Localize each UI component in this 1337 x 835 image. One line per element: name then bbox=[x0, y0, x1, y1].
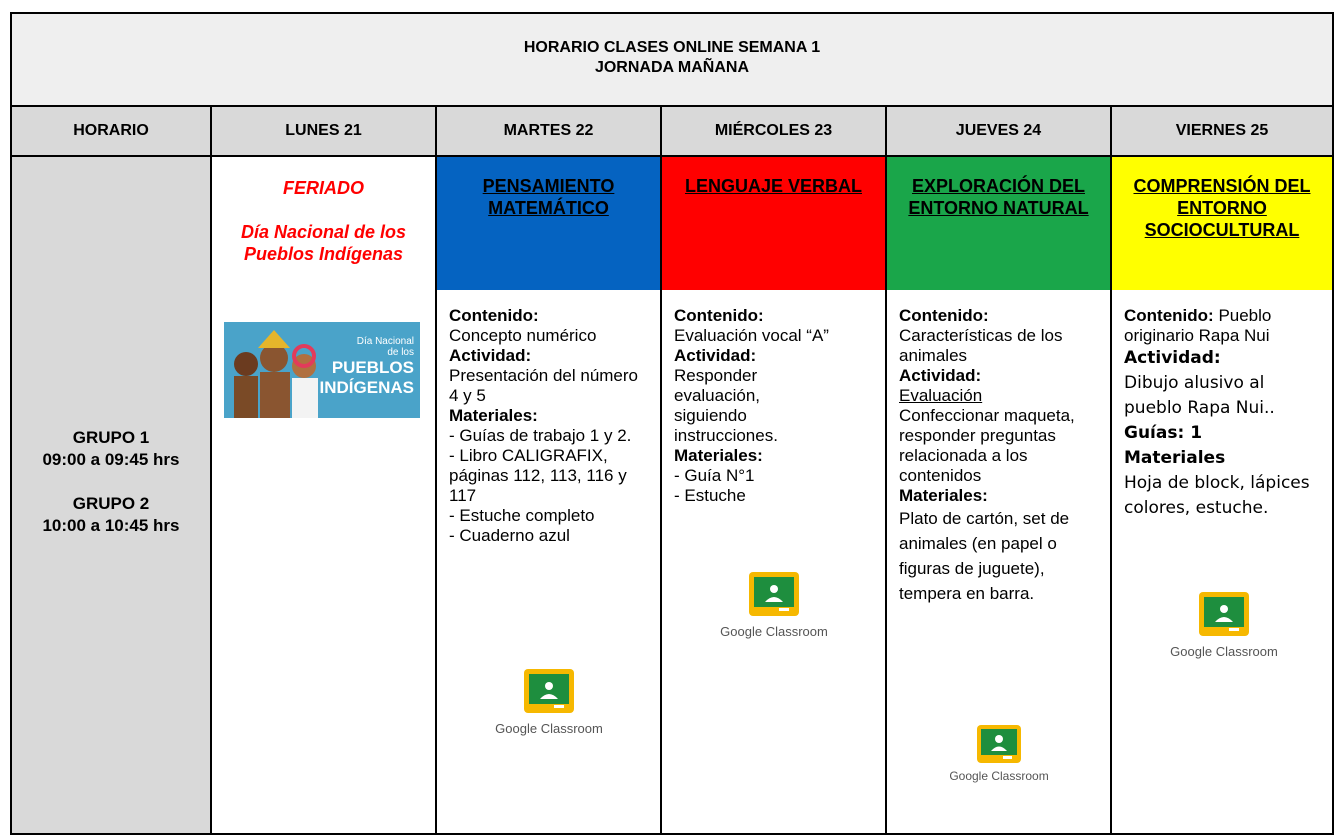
label: Contenido: bbox=[1124, 306, 1214, 325]
content: Pueblo originario Rapa Nui bbox=[1124, 306, 1272, 345]
content: Concepto numérico bbox=[449, 326, 597, 345]
label: Contenido: bbox=[449, 306, 539, 325]
subject-heading: LENGUAJE VERBAL bbox=[662, 157, 885, 290]
holiday-text: FERIADO Día Nacional de los Pueblos Indí… bbox=[212, 157, 435, 265]
column-header: LUNES 21 bbox=[210, 105, 437, 157]
label: Actividad: bbox=[449, 346, 532, 365]
activity: Dibujo alusivo al pueblo Rapa Nui.. bbox=[1124, 373, 1275, 418]
subject-cell: EXPLORACIÓN DEL ENTORNO NATURAL Contenid… bbox=[885, 155, 1112, 835]
activity: Presentación del número 4 y 5 bbox=[449, 366, 639, 405]
activity: Confeccionar maqueta, responder pregunta… bbox=[899, 406, 1075, 485]
title-cell: HORARIO CLASES ONLINE SEMANA 1 JORNADA M… bbox=[10, 12, 1334, 107]
group-name: GRUPO 2 bbox=[72, 494, 150, 513]
classroom-logo: Google Classroom bbox=[684, 572, 864, 639]
subject-title: EXPLORACIÓN DEL ENTORNO NATURAL bbox=[908, 176, 1089, 218]
subject-body: Contenido: Pueblo originario Rapa Nui Ac… bbox=[1112, 306, 1332, 521]
title-block: HORARIO CLASES ONLINE SEMANA 1 JORNADA M… bbox=[12, 14, 1332, 78]
classroom-text: Google Classroom bbox=[720, 624, 828, 639]
material: - Cuaderno azul bbox=[449, 526, 570, 545]
label: Contenido: bbox=[899, 306, 989, 325]
subject-title: PENSAMIENTO MATEMÁTICO bbox=[482, 176, 615, 218]
label: Actividad: bbox=[674, 346, 757, 365]
material: Plato de cartón, set de animales (en pap… bbox=[899, 509, 1070, 603]
material: - Guía N°1 bbox=[674, 466, 755, 485]
label: Contenido: bbox=[674, 306, 764, 325]
guides: Guías: 1 bbox=[1124, 423, 1203, 443]
content: Evaluación vocal “A” bbox=[674, 326, 829, 345]
subject-cell: COMPRENSIÓN DEL ENTORNO SOCIOCULTURAL Co… bbox=[1110, 155, 1334, 835]
column-header: VIERNES 25 bbox=[1110, 105, 1334, 157]
group-time: 09:00 a 09:45 hrs bbox=[42, 450, 180, 469]
label: Actividad: bbox=[1124, 348, 1221, 368]
label: Materiales: bbox=[449, 406, 538, 425]
classroom-text: Google Classroom bbox=[1170, 644, 1278, 659]
material: - Libro CALIGRAFIX, páginas 112, 113, 11… bbox=[449, 446, 627, 505]
image-caption: Día Nacional de los PUEBLOS INDÍGENAS bbox=[320, 336, 414, 398]
group-time: 10:00 a 10:45 hrs bbox=[42, 516, 180, 535]
label: Actividad: bbox=[899, 366, 982, 385]
holiday-image: Día Nacional de los PUEBLOS INDÍGENAS bbox=[224, 322, 420, 418]
classroom-logo: Google Classroom bbox=[909, 725, 1089, 783]
column-header: HORARIO bbox=[10, 105, 212, 157]
activity: Responder evaluación, siguiendo instrucc… bbox=[674, 366, 778, 445]
column-header: JUEVES 24 bbox=[885, 105, 1112, 157]
image-line: Día Nacional bbox=[356, 336, 414, 347]
activity: Evaluación bbox=[899, 386, 983, 405]
image-line: de los bbox=[387, 347, 414, 358]
column-header: MARTES 22 bbox=[435, 105, 662, 157]
title: HORARIO CLASES ONLINE SEMANA 1 bbox=[523, 39, 821, 56]
classroom-icon bbox=[524, 669, 574, 713]
subject-cell: LENGUAJE VERBAL Contenido: Evaluación vo… bbox=[660, 155, 887, 835]
subtitle: JORNADA MAÑANA bbox=[594, 59, 750, 76]
people-illustration bbox=[234, 330, 318, 418]
subject-title: COMPRENSIÓN DEL ENTORNO SOCIOCULTURAL bbox=[1133, 176, 1311, 240]
subject-title: LENGUAJE VERBAL bbox=[684, 176, 863, 196]
subject-heading: PENSAMIENTO MATEMÁTICO bbox=[437, 157, 660, 290]
classroom-text: Google Classroom bbox=[949, 769, 1049, 783]
image-line: INDÍGENAS bbox=[319, 378, 414, 397]
subject-cell: PENSAMIENTO MATEMÁTICO Contenido: Concep… bbox=[435, 155, 662, 835]
subject-body: Contenido: Características de los animal… bbox=[887, 306, 1110, 606]
classroom-icon bbox=[1199, 592, 1249, 636]
material: - Estuche completo bbox=[449, 506, 595, 525]
groups: GRUPO 1 09:00 a 09:45 hrs GRUPO 2 10:00 … bbox=[12, 427, 210, 537]
column-header: MIÉRCOLES 23 bbox=[660, 105, 887, 157]
holiday-label: FERIADO bbox=[283, 178, 364, 198]
material: Hoja de block, lápices colores, estuche. bbox=[1124, 473, 1310, 518]
label: Materiales bbox=[1124, 448, 1226, 468]
subject-body: Contenido: Evaluación vocal “A” Activida… bbox=[662, 306, 885, 506]
classroom-icon bbox=[977, 725, 1021, 763]
group-name: GRUPO 1 bbox=[72, 428, 150, 447]
label: Materiales: bbox=[674, 446, 763, 465]
subject-heading: EXPLORACIÓN DEL ENTORNO NATURAL bbox=[887, 157, 1110, 290]
image-line: PUEBLOS bbox=[331, 358, 414, 377]
label: Materiales: bbox=[899, 486, 988, 505]
content: Características de los animales bbox=[899, 326, 1063, 365]
classroom-icon bbox=[749, 572, 799, 616]
material: - Guías de trabajo 1 y 2. bbox=[449, 426, 632, 445]
content-line: Contenido: Pueblo originario Rapa Nui bbox=[1124, 306, 1320, 346]
holiday-cell: FERIADO Día Nacional de los Pueblos Indí… bbox=[210, 155, 437, 835]
classroom-logo: Google Classroom bbox=[1134, 592, 1314, 659]
material: - Estuche bbox=[674, 486, 746, 505]
subject-heading: COMPRENSIÓN DEL ENTORNO SOCIOCULTURAL bbox=[1112, 157, 1332, 290]
time-cell: GRUPO 1 09:00 a 09:45 hrs GRUPO 2 10:00 … bbox=[10, 155, 212, 835]
classroom-text: Google Classroom bbox=[495, 721, 603, 736]
holiday-name: Día Nacional de los Pueblos Indígenas bbox=[240, 222, 407, 264]
page: HORARIO CLASES ONLINE SEMANA 1 JORNADA M… bbox=[10, 12, 1334, 835]
classroom-logo: Google Classroom bbox=[459, 669, 639, 736]
subject-body: Contenido: Concepto numérico Actividad: … bbox=[437, 306, 660, 546]
